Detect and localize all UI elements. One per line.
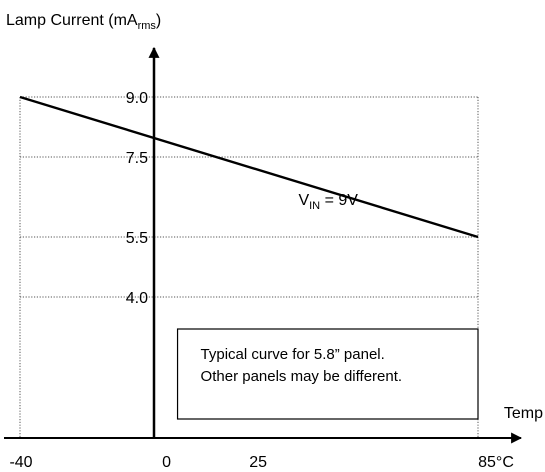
labels: 9.0 7.5 5.5 4.0 -40 0 25 85°C Lamp Current (mArm…: [6, 12, 543, 471]
series-annotation: VIN = 9V: [298, 192, 358, 212]
series: [19, 95, 479, 239]
x-tick-label: 0: [162, 454, 171, 471]
y-tick-label: 4.0: [126, 290, 148, 307]
x-tick-label: -40: [9, 454, 32, 471]
y-axis-label: Lamp Current (mArms): [6, 12, 161, 32]
y-tick-label: 9.0: [126, 90, 148, 107]
x-tick-label: 85°C: [478, 454, 514, 471]
x-axis-label: Temp: [504, 405, 543, 422]
note-box: [176, 328, 479, 420]
note-line-1: Typical curve for 5.8” panel.: [201, 346, 385, 363]
series-line-0: [19, 95, 479, 239]
x-tick-label: 25: [249, 454, 267, 471]
y-tick-label: 7.5: [126, 150, 148, 167]
axes: [4, 46, 523, 444]
grid-lines: [19, 96, 479, 438]
note-line-2: Other panels may be different.: [201, 368, 403, 385]
y-tick-label: 5.5: [126, 230, 148, 247]
